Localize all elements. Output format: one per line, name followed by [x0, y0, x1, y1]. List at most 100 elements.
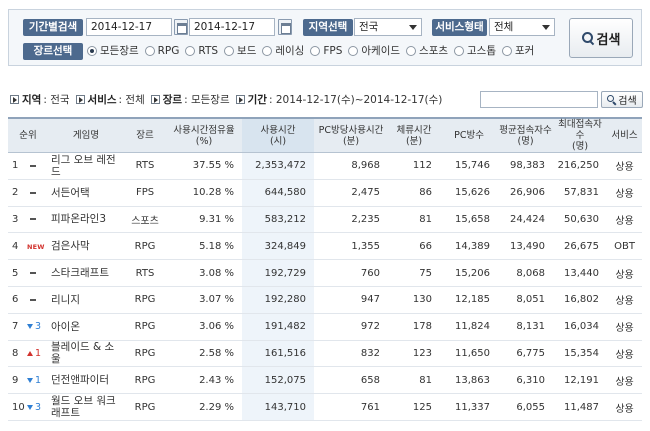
cell-rank-change: 3 — [25, 313, 49, 341]
cell-game-name[interactable]: 리그 오브 레전드 — [48, 152, 125, 180]
cell-genre: RPG — [124, 366, 167, 395]
col-stay[interactable]: 체류시간 (분) — [388, 117, 441, 153]
cell-avg-users: 6,055 — [498, 393, 554, 421]
cell-rank-change — [25, 286, 49, 314]
cell-genre: 스포츠 — [124, 206, 167, 234]
summary-period-value: 2014-12-17(수)~2014-12-17(수) — [275, 94, 443, 106]
game-search-input[interactable] — [480, 91, 598, 108]
chevron-down-icon — [409, 25, 417, 30]
genre-radio-fps[interactable]: FPS — [310, 45, 342, 57]
cell-rank: 7 — [8, 313, 25, 341]
start-calendar-icon[interactable] — [174, 19, 188, 35]
cell-genre: RPG — [124, 232, 167, 261]
cell-max-users: 216,250 — [553, 152, 608, 180]
radio-icon[interactable] — [185, 45, 196, 56]
cell-avg-users: 13,490 — [498, 232, 554, 261]
table-row: 2 서든어택 FPS 10.28 % 644,580 2,475 86 15,626 26,90… — [8, 179, 643, 207]
game-search-button[interactable]: 검색 — [601, 91, 643, 108]
cell-game-name[interactable]: 검은사막 — [48, 232, 125, 261]
filter-panel: 기간별검색 ~ 지역선택 전국 서비스형태 전체 장르선택 모든장르 RPG R… — [8, 9, 642, 66]
genre-radio-all[interactable]: 모든장르 — [87, 43, 139, 58]
col-share[interactable]: 사용시간점유율 (%) — [166, 117, 243, 153]
cell-rank: 1 — [8, 152, 25, 180]
col-name[interactable]: 게임명 — [48, 117, 125, 153]
cell-game-name[interactable]: 피파온라인3 — [48, 206, 125, 234]
cell-genre: RPG — [124, 340, 167, 368]
cell-max-users: 15,354 — [553, 340, 608, 368]
cell-game-name[interactable]: 스타크래프트 — [48, 259, 125, 287]
cell-rank: 4 — [8, 232, 25, 261]
cell-pc-count: 15,746 — [440, 152, 499, 180]
summary-region-key: 지역 — [22, 94, 42, 106]
cell-rank: 2 — [8, 179, 25, 207]
cell-game-name[interactable]: 던전앤파이터 — [48, 366, 125, 395]
radio-icon[interactable] — [262, 45, 273, 56]
cell-max-users: 13,440 — [553, 259, 608, 287]
cell-game-name[interactable]: 블레이드 & 소울 — [48, 340, 125, 368]
cell-rank-change: NEW — [25, 232, 49, 261]
col-service[interactable]: 서비스 — [607, 117, 643, 153]
cell-rank-change — [25, 259, 49, 287]
no-change-dash-icon — [30, 164, 36, 167]
service-select-value: 전체 — [494, 21, 514, 33]
cell-game-name[interactable]: 리니지 — [48, 286, 125, 314]
col-avg-users[interactable]: 평균접속자수 (명) — [498, 117, 554, 153]
radio-icon[interactable] — [87, 45, 97, 56]
col-pc-count[interactable]: PC방수 — [440, 117, 499, 153]
cell-service: 상용 — [607, 286, 643, 314]
start-date-input[interactable] — [86, 18, 172, 36]
search-icon — [581, 32, 594, 44]
genre-radio-sports[interactable]: 스포츠 — [406, 43, 448, 58]
summary-genre-value: 모든장르 — [190, 94, 230, 106]
col-genre[interactable]: 장르 — [124, 117, 167, 153]
radio-icon[interactable] — [348, 45, 359, 56]
cell-max-users: 26,675 — [553, 232, 608, 261]
cell-avg-users: 26,906 — [498, 179, 554, 207]
cell-genre: RPG — [124, 313, 167, 341]
genre-radio-arcade[interactable]: 아케이드 — [348, 43, 400, 58]
radio-icon[interactable] — [144, 45, 155, 56]
cell-share: 5.18 % — [166, 232, 243, 261]
region-select[interactable]: 전국 — [354, 18, 422, 36]
cell-pc-avg: 2,235 — [314, 206, 389, 234]
genre-radio-rts[interactable]: RTS — [185, 45, 218, 57]
summary-service-value: 전체 — [125, 94, 145, 106]
genre-radio-poker[interactable]: 포커 — [502, 43, 534, 58]
cell-pc-count: 15,658 — [440, 206, 499, 234]
cell-usage: 192,280 — [242, 286, 315, 314]
cell-game-name[interactable]: 월드 오브 워크래프트 — [48, 393, 125, 421]
genre-radio-rpg[interactable]: RPG — [144, 45, 179, 57]
cell-stay: 130 — [388, 286, 441, 314]
col-pc-avg[interactable]: PC방당사용시간 (분) — [314, 117, 389, 153]
cell-game-name[interactable]: 서든어택 — [48, 179, 125, 207]
genre-radio-racing[interactable]: 레이싱 — [262, 43, 304, 58]
end-calendar-icon[interactable] — [278, 19, 292, 35]
col-rank[interactable]: 순위 — [8, 117, 49, 153]
radio-icon[interactable] — [224, 45, 235, 56]
service-select[interactable]: 전체 — [489, 18, 555, 36]
search-button[interactable]: 검색 — [569, 18, 633, 58]
table-row: 1 리그 오브 레전드 RTS 37.55 % 2,353,472 8,968 112 15,… — [8, 152, 643, 180]
cell-pc-count: 12,185 — [440, 286, 499, 314]
cell-genre: RTS — [124, 152, 167, 180]
genre-radio-board[interactable]: 보드 — [224, 43, 256, 58]
cell-avg-users: 98,383 — [498, 152, 554, 180]
genre-radio-gostop[interactable]: 고스톱 — [454, 43, 496, 58]
arrow-down-icon — [27, 377, 33, 383]
table-row: 3 피파온라인3 스포츠 9.31 % 583,212 2,235 81 15,658 24,4… — [8, 206, 643, 234]
summary-service-key: 서비스 — [87, 94, 117, 106]
cell-service: 상용 — [607, 179, 643, 207]
col-max-users[interactable]: 최대접속자수 (명) — [553, 117, 608, 153]
radio-icon[interactable] — [454, 45, 465, 56]
cell-pc-avg: 2,475 — [314, 179, 389, 207]
end-date-input[interactable] — [189, 18, 275, 36]
cell-game-name[interactable]: 아이온 — [48, 313, 125, 341]
rank-up-indicator: 1 — [27, 348, 41, 359]
cell-rank-change — [25, 179, 49, 207]
col-usage[interactable]: 사용시간 (시) — [242, 117, 315, 153]
radio-icon[interactable] — [310, 45, 321, 56]
filter-summary: 지역: 전국 서비스: 전체 장르: 모든장르 기간: 2014-12-17(수… — [10, 92, 448, 107]
cell-stay: 75 — [388, 259, 441, 287]
radio-icon[interactable] — [406, 45, 417, 56]
radio-icon[interactable] — [502, 45, 512, 56]
